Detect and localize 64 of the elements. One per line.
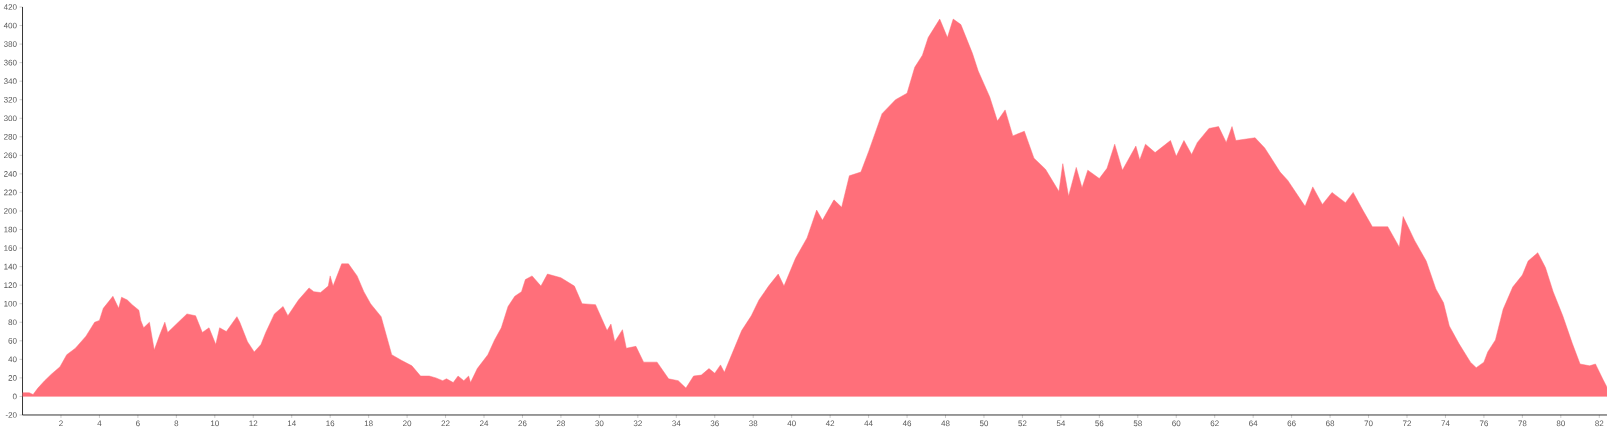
x-tick-label: 46 xyxy=(902,420,912,427)
x-tick-label: 2 xyxy=(59,420,63,427)
y-tick-label: 40 xyxy=(8,356,17,363)
x-tick-label: 4 xyxy=(97,420,102,427)
x-tick-label: 74 xyxy=(1441,420,1450,427)
x-tick-label: 28 xyxy=(556,420,566,427)
x-tick-label: 82 xyxy=(1595,420,1604,427)
x-tick-label: 66 xyxy=(1287,420,1296,427)
x-tick-label: 20 xyxy=(403,420,412,427)
y-tick-label: 20 xyxy=(8,375,17,381)
y-tick-label: 400 xyxy=(3,22,17,29)
x-tick-label: 34 xyxy=(672,420,681,427)
y-tick-label: 80 xyxy=(8,319,17,326)
x-tick-label: 32 xyxy=(633,420,642,427)
x-tick-label: 42 xyxy=(825,420,835,427)
x-tick-label: 16 xyxy=(326,420,335,427)
x-tick-label: 56 xyxy=(1095,420,1104,427)
y-tick-label: 140 xyxy=(4,263,17,270)
x-tick-label: 36 xyxy=(710,420,719,427)
y-tick-label: 420 xyxy=(3,4,17,10)
y-tick-label: 200 xyxy=(4,208,17,214)
x-tick-label: 78 xyxy=(1518,420,1527,427)
y-tick-label: 320 xyxy=(3,96,17,103)
x-tick-label: 52 xyxy=(1018,420,1027,427)
x-tick-label: 72 xyxy=(1402,420,1412,427)
x-tick-label: 58 xyxy=(1133,420,1142,427)
y-tick-label: 60 xyxy=(8,337,17,344)
x-tick-label: 48 xyxy=(941,420,950,427)
y-tick-label: 160 xyxy=(4,245,17,251)
x-tick-label: 18 xyxy=(364,420,373,427)
y-tick-label: 100 xyxy=(4,300,17,307)
x-tick-label: 68 xyxy=(1326,420,1335,427)
x-tick-label: 60 xyxy=(1172,420,1181,427)
x-tick-label: 24 xyxy=(479,420,489,427)
x-tick-label: 10 xyxy=(210,420,219,427)
x-tick-label: 38 xyxy=(749,420,758,427)
y-tick-label: 380 xyxy=(3,41,17,47)
x-tick-label: 44 xyxy=(864,420,873,427)
x-tick-label: 6 xyxy=(136,420,140,427)
y-tick-label: 220 xyxy=(4,189,17,196)
x-tick-label: 50 xyxy=(979,420,989,427)
x-tick-label: 8 xyxy=(174,420,179,427)
x-tick-label: 54 xyxy=(1056,420,1066,427)
y-tick-label: 240 xyxy=(4,171,17,177)
x-tick-label: 26 xyxy=(518,420,527,427)
y-tick-label: 340 xyxy=(3,78,17,85)
x-tick-label: 64 xyxy=(1249,420,1258,427)
y-tick-label: 280 xyxy=(4,133,17,140)
x-tick-label: 70 xyxy=(1364,420,1373,427)
y-tick-label: 360 xyxy=(3,59,17,66)
x-tick-label: 80 xyxy=(1556,420,1565,427)
y-tick-label: 120 xyxy=(4,282,17,288)
y-tick-label: -20 xyxy=(5,412,17,418)
x-tick-label: 76 xyxy=(1479,420,1488,427)
x-tick-label: 14 xyxy=(287,420,296,427)
y-tick-label: 180 xyxy=(4,226,17,233)
x-tick-label: 12 xyxy=(249,420,258,427)
y-tick-label: 300 xyxy=(3,115,17,122)
x-tick-label: 62 xyxy=(1210,420,1219,427)
y-tick-label: 0 xyxy=(12,393,17,400)
x-tick-label: 30 xyxy=(595,420,604,427)
x-tick-label: 22 xyxy=(441,420,450,427)
x-tick-label: 40 xyxy=(787,420,796,427)
y-tick-label: 260 xyxy=(4,152,17,159)
